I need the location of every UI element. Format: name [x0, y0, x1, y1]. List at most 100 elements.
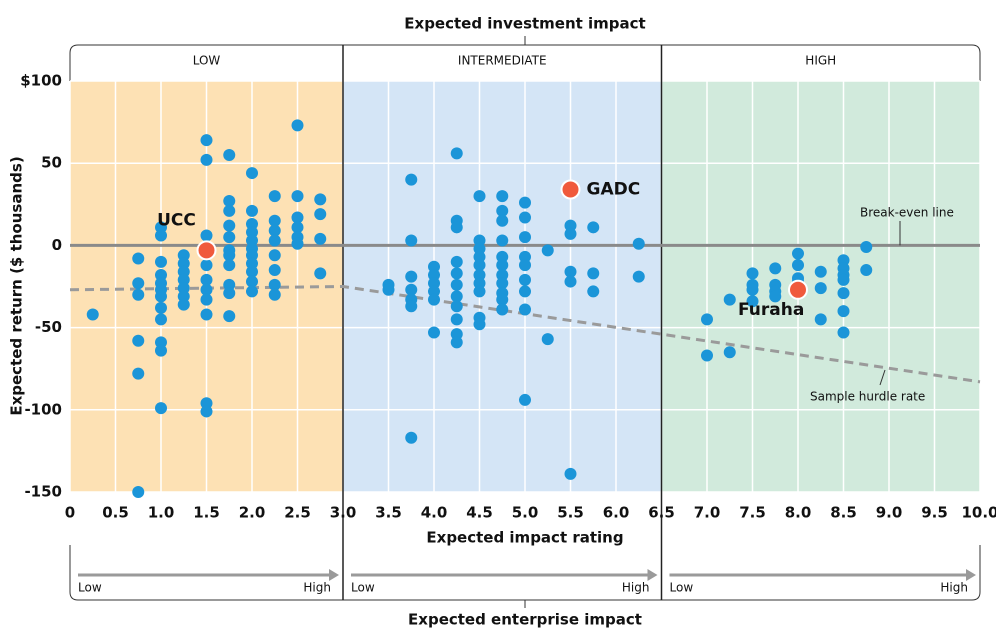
x-tick-label: 8.0	[785, 504, 812, 522]
point	[291, 119, 304, 132]
x-tick-label: 7.0	[694, 504, 721, 522]
top-bracket	[69, 36, 981, 81]
point	[223, 310, 236, 323]
y-tick-label: 50	[41, 154, 62, 172]
point	[428, 285, 440, 298]
point	[314, 267, 327, 280]
x-tick-label: 0.5	[102, 504, 129, 522]
x-tick-label: 1.5	[193, 504, 220, 522]
point	[223, 148, 236, 161]
highlight-point	[560, 179, 581, 200]
y-tick-label: 0	[52, 236, 62, 254]
point	[450, 221, 463, 234]
point	[450, 147, 463, 160]
point	[200, 259, 213, 272]
x-tick-label: 4.0	[421, 504, 448, 522]
point	[496, 250, 509, 263]
point	[155, 290, 167, 303]
zone-low: Low	[78, 581, 102, 595]
point	[450, 336, 463, 349]
point	[223, 287, 236, 300]
point	[246, 249, 258, 262]
point	[496, 190, 509, 203]
point	[200, 293, 213, 306]
point	[246, 204, 258, 217]
point	[246, 275, 258, 288]
zone-label: LOW	[193, 54, 221, 68]
point	[200, 308, 213, 321]
point	[496, 303, 509, 316]
point	[496, 277, 509, 290]
point	[314, 232, 327, 245]
annotation: Break-even line	[860, 206, 954, 220]
y-axis-label: Expected return ($ thousands)	[8, 156, 26, 415]
point	[177, 265, 190, 278]
point	[291, 211, 304, 224]
point	[132, 334, 145, 347]
x-tick-label: 9.5	[921, 504, 948, 522]
point	[450, 300, 463, 313]
point	[405, 300, 418, 313]
zone-arrow-head	[966, 569, 976, 581]
point	[450, 255, 463, 268]
point	[746, 267, 759, 280]
point	[564, 227, 577, 240]
highlight-point	[196, 240, 217, 261]
point	[450, 313, 463, 326]
x-tick-label: 7.5	[739, 504, 766, 522]
zone-high: High	[940, 581, 968, 595]
zone-high: High	[622, 581, 650, 595]
x-tick-label: 1.0	[148, 504, 175, 522]
zone-low: Low	[670, 581, 694, 595]
point	[519, 285, 531, 298]
point	[564, 467, 577, 480]
point	[473, 190, 486, 203]
point	[405, 283, 418, 296]
highlight-label: GADC	[587, 180, 641, 200]
point	[428, 293, 440, 306]
point	[837, 254, 850, 267]
point	[450, 267, 463, 280]
point	[519, 250, 531, 263]
bottom-bracket	[69, 545, 981, 608]
point	[473, 234, 486, 247]
point	[200, 273, 213, 286]
x-tick-label: 3.0	[330, 504, 357, 522]
y-tick-label: -150	[24, 483, 62, 501]
x-tick-label: 9.0	[876, 504, 903, 522]
point	[268, 224, 281, 237]
point	[200, 405, 213, 418]
x-tick-label: 2.0	[239, 504, 266, 522]
point	[541, 333, 554, 346]
point	[519, 303, 531, 316]
point	[268, 214, 281, 227]
point	[246, 218, 258, 231]
point	[405, 431, 418, 444]
point	[405, 173, 418, 186]
point	[223, 231, 236, 244]
point	[86, 308, 99, 321]
point	[291, 237, 304, 250]
point	[155, 313, 167, 326]
point	[496, 268, 509, 281]
point	[155, 336, 167, 349]
point	[155, 221, 167, 234]
point	[564, 275, 577, 288]
point	[519, 196, 531, 209]
x-tick-label: 10.0	[961, 504, 996, 522]
x-tick-label: 8.5	[830, 504, 857, 522]
point	[177, 273, 190, 286]
point	[177, 249, 190, 262]
bottom-title: Expected enterprise impact	[408, 611, 642, 628]
point	[450, 328, 463, 341]
point	[155, 268, 167, 281]
point	[837, 273, 850, 286]
point	[200, 283, 213, 296]
point	[268, 264, 281, 277]
point	[155, 301, 167, 314]
point	[132, 367, 145, 380]
point	[268, 249, 281, 262]
point	[496, 204, 509, 217]
point	[860, 241, 873, 254]
